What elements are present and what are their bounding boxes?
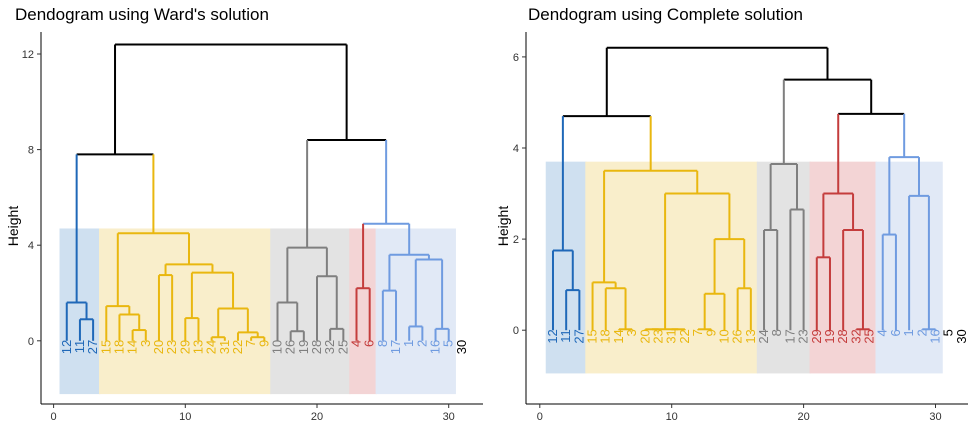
leaf-label: 22 — [677, 329, 692, 343]
x-tick-label: 0 — [51, 411, 57, 423]
leaf-label: 13 — [190, 340, 205, 354]
leaf-label: 3 — [138, 340, 153, 347]
leaf-label: 4 — [875, 329, 890, 336]
leaf-label: 31 — [664, 329, 679, 343]
leaf-label: 19 — [296, 340, 311, 354]
leaf-label: 24 — [756, 329, 771, 343]
leaf-label: 25 — [335, 340, 350, 354]
x-tick-label: 10 — [666, 411, 678, 423]
y-tick-label: 0 — [28, 336, 34, 348]
x-tick-label: 20 — [797, 411, 809, 423]
leaf-label: 6 — [888, 329, 903, 336]
leaf-label: 23 — [796, 329, 811, 343]
leaf-label: 17 — [388, 340, 403, 354]
leaf-label: 30 — [954, 329, 969, 343]
leaf-label: 8 — [375, 340, 390, 347]
leaf-label: 20 — [637, 329, 652, 343]
leaf-label: 18 — [598, 329, 613, 343]
leaf-label: 11 — [558, 329, 573, 343]
leaf-label: 27 — [571, 329, 586, 343]
leaf-label: 23 — [651, 329, 666, 343]
leaf-label: 18 — [111, 340, 126, 354]
cluster-rect-3 — [270, 228, 351, 395]
cluster-rect-3 — [756, 161, 811, 374]
leaf-label: 14 — [125, 340, 140, 354]
leaf-label: 14 — [611, 329, 626, 343]
leaf-label: 23 — [164, 340, 179, 354]
leaf-label: 31 — [217, 340, 232, 354]
leaf-label: 6 — [362, 340, 377, 347]
y-tick-label: 8 — [28, 145, 34, 157]
leaf-label: 32 — [848, 329, 863, 343]
leaf-label: 15 — [98, 340, 113, 354]
leaf-label: 30 — [454, 340, 469, 354]
leaf-label: 15 — [585, 329, 600, 343]
leaf-label: 19 — [822, 329, 837, 343]
leaf-label: 32 — [322, 340, 337, 354]
y-tick-label: 4 — [513, 143, 519, 155]
leaf-label: 10 — [269, 340, 284, 354]
y-tick-label: 4 — [28, 240, 34, 252]
leaf-label: 5 — [441, 340, 456, 347]
cluster-rect-2 — [99, 228, 272, 395]
leaf-label: 28 — [835, 329, 850, 343]
x-tick-label: 0 — [537, 411, 543, 423]
leaf-label: 7 — [243, 340, 258, 347]
leaf-label: 17 — [782, 329, 797, 343]
leaf-label: 25 — [862, 329, 877, 343]
leaf-label: 29 — [809, 329, 824, 343]
x-tick-label: 10 — [179, 411, 191, 423]
leaf-label: 16 — [428, 340, 443, 354]
leaf-label: 7 — [690, 329, 705, 336]
panel-1: 1211271518143202329132431227910261928322… — [5, 5, 483, 423]
leaf-label: 13 — [743, 329, 758, 343]
x-tick-label: 20 — [311, 411, 323, 423]
leaf-label: 26 — [283, 340, 298, 354]
leaf-label: 3 — [624, 329, 639, 336]
leaf-label: 12 — [545, 329, 560, 343]
cluster-rect-1 — [59, 228, 101, 395]
leaf-label: 10 — [716, 329, 731, 343]
leaf-label: 12 — [59, 340, 74, 354]
leaf-label: 9 — [256, 340, 271, 347]
leaf-label: 5 — [941, 329, 956, 336]
chart-title: Dendogram using Ward's solution — [15, 5, 269, 24]
leaf-label: 1 — [401, 340, 416, 347]
leaf-label: 2 — [414, 340, 429, 347]
y-tick-label: 6 — [513, 52, 519, 64]
leaf-label: 20 — [151, 340, 166, 354]
panel-2: 1211271518143202331227910261324817232919… — [495, 5, 969, 423]
y-tick-label: 0 — [513, 325, 519, 337]
leaf-label: 28 — [309, 340, 324, 354]
leaf-label: 4 — [349, 340, 364, 347]
leaf-label: 29 — [177, 340, 192, 354]
leaf-label: 11 — [72, 340, 87, 354]
chart-title: Dendogram using Complete solution — [528, 5, 803, 24]
leaf-label: 1 — [901, 329, 916, 336]
leaf-label: 24 — [204, 340, 219, 354]
y-axis-label: Height — [495, 206, 511, 247]
leaf-label: 27 — [85, 340, 100, 354]
leaf-label: 8 — [769, 329, 784, 336]
x-tick-label: 30 — [929, 411, 941, 423]
y-tick-label: 12 — [22, 49, 34, 61]
x-tick-label: 30 — [443, 411, 455, 423]
leaf-label: 9 — [703, 329, 718, 336]
leaf-label: 26 — [730, 329, 745, 343]
y-axis-label: Height — [5, 206, 21, 247]
leaf-label: 16 — [928, 329, 943, 343]
leaf-label: 22 — [230, 340, 245, 354]
y-tick-label: 2 — [513, 234, 519, 246]
leaf-label: 2 — [914, 329, 929, 336]
